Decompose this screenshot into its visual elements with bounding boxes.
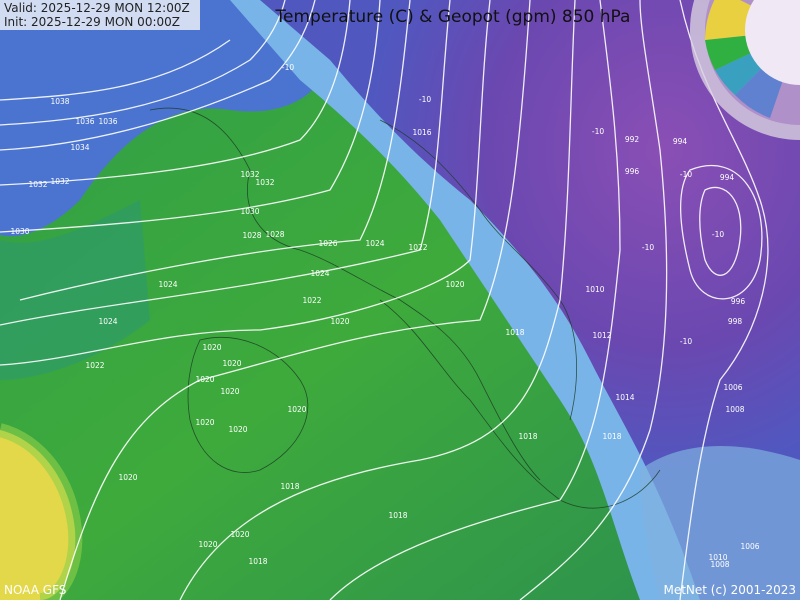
- coastline: [187, 337, 309, 473]
- contour-label: 1028: [242, 231, 261, 240]
- contour-label: 1018: [602, 432, 621, 441]
- contour-label: 1016: [412, 128, 431, 137]
- contour-label: 1010: [708, 553, 727, 562]
- source: NOAA GFS: [4, 583, 66, 597]
- contour-label: -10: [680, 170, 692, 179]
- contour-label: 1024: [365, 239, 384, 248]
- contour-label: 1010: [585, 285, 604, 294]
- contour-label: -10: [419, 95, 431, 104]
- contour-label: 1032: [28, 180, 47, 189]
- contour-label: 1014: [615, 393, 634, 402]
- contour-label: 1022: [408, 243, 427, 252]
- contour-label: 994: [720, 173, 735, 182]
- contour-label: 1018: [248, 557, 267, 566]
- contour-label: 1024: [158, 280, 177, 289]
- contour-label: 1024: [310, 269, 329, 278]
- contour-label: 1006: [740, 542, 759, 551]
- contour-label: 996: [731, 297, 746, 306]
- contour-label: 1034: [70, 143, 89, 152]
- contour-label: 1020: [195, 418, 214, 427]
- map-title: Temperature (C) & Geopot (gpm) 850 hPa: [275, 7, 631, 27]
- contour-label: 1012: [592, 331, 611, 340]
- contour-label: 1020: [202, 343, 221, 352]
- contour-label: -10: [680, 337, 692, 346]
- contour-label: 1022: [85, 361, 104, 370]
- contour-label: 994: [673, 137, 688, 146]
- contour-label: 1030: [10, 227, 29, 236]
- contour-label: 1030: [240, 207, 259, 216]
- color-scale: [690, 0, 800, 140]
- header-panel: [0, 0, 200, 30]
- contour-label: 1020: [220, 387, 239, 396]
- contour-label: 1020: [222, 359, 241, 368]
- contour-label: 1020: [198, 540, 217, 549]
- contour-label: 1018: [388, 511, 407, 520]
- contour-label: 992: [625, 135, 640, 144]
- contour-label: 1020: [445, 280, 464, 289]
- warm-core: [0, 430, 76, 600]
- valid-time: Valid: 2025-12-29 MON 12:00Z: [4, 1, 190, 15]
- contour-label: 1024: [98, 317, 117, 326]
- coastline: [379, 119, 577, 421]
- coastline: [379, 299, 661, 509]
- contour-label: -10: [712, 230, 724, 239]
- credit: MetNet (c) 2001-2023: [663, 583, 796, 597]
- contour-label: 1022: [302, 296, 321, 305]
- contour-label: 996: [625, 167, 640, 176]
- contour-label: 1032: [255, 178, 274, 187]
- contour-label: 1036: [75, 117, 94, 126]
- contour-label: 1020: [118, 473, 137, 482]
- contour-label: 1020: [228, 425, 247, 434]
- contour-label: 1020: [230, 530, 249, 539]
- contour-label: 1008: [710, 560, 729, 569]
- contour-label: 1018: [518, 432, 537, 441]
- contour-label: 1028: [265, 230, 284, 239]
- contour-label: 1006: [723, 383, 742, 392]
- contour-label: 1036: [98, 117, 117, 126]
- contour-label: -10: [642, 243, 654, 252]
- contour-label: 1020: [195, 375, 214, 384]
- contour-label: 1020: [287, 405, 306, 414]
- contour-label: -10: [592, 127, 604, 136]
- contour-label: 1018: [505, 328, 524, 337]
- contour-label: 998: [728, 317, 743, 326]
- contour-label: 1026: [318, 239, 337, 248]
- coastline: [149, 107, 541, 481]
- contour-label: -10: [282, 63, 294, 72]
- mild-region: [0, 200, 150, 380]
- cold-core: [260, 0, 800, 600]
- init-time: Init: 2025-12-29 MON 00:00Z: [4, 15, 180, 29]
- cool-south: [640, 446, 800, 600]
- contour-label: 1018: [280, 482, 299, 491]
- contour-label: 1032: [50, 177, 69, 186]
- isobars: [0, 0, 769, 600]
- contour-label: 1032: [240, 170, 259, 179]
- contour-label: 1008: [725, 405, 744, 414]
- contour-label: 1020: [330, 317, 349, 326]
- contour-label: 1038: [50, 97, 69, 106]
